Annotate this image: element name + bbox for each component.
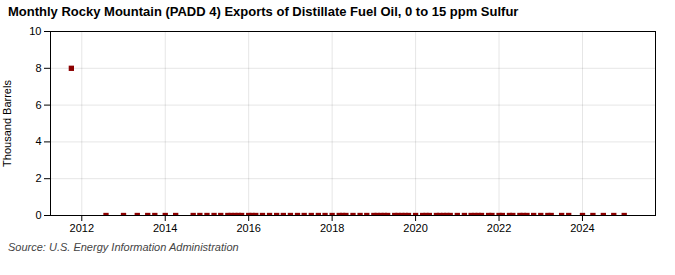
html-text:Source: U.S. Energy Informatio: Source: U.S. Energy Information Administ… [8, 241, 239, 253]
svg-text:6: 6 [35, 99, 41, 111]
svg-text:2: 2 [35, 172, 41, 184]
svg-text:0: 0 [35, 209, 41, 221]
svg-text:2022: 2022 [487, 222, 511, 234]
svg-text:Thousand Barrels: Thousand Barrels [1, 80, 13, 167]
svg-text:2014: 2014 [153, 222, 177, 234]
svg-text:4: 4 [35, 135, 41, 147]
svg-text:2024: 2024 [570, 222, 594, 234]
svg-text:2018: 2018 [320, 222, 344, 234]
svg-text:2012: 2012 [70, 222, 94, 234]
svg-text:8: 8 [35, 62, 41, 74]
svg-text:2020: 2020 [403, 222, 427, 234]
svg-text:2016: 2016 [236, 222, 260, 234]
svg-text:10: 10 [29, 25, 41, 37]
html-text:Monthly Rocky Mountain (PADD 4: Monthly Rocky Mountain (PADD 4) Exports … [8, 4, 519, 19]
